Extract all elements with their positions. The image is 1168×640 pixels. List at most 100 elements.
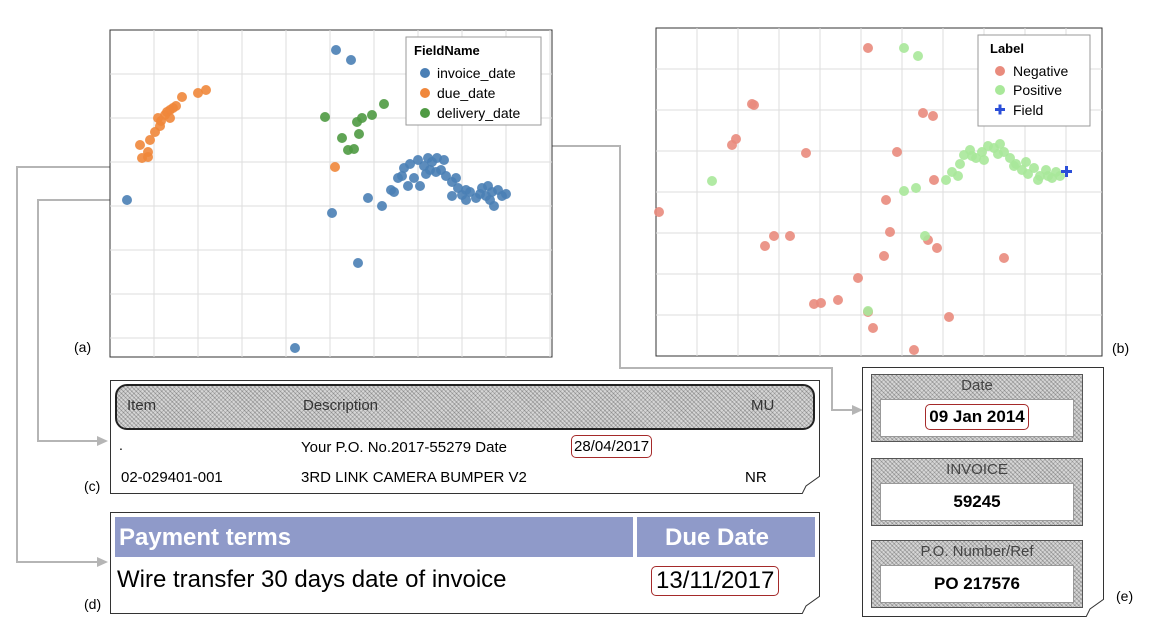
doc-e-po-block: P.O. Number/Ref PO 217576 [871, 540, 1083, 608]
doc-d-header-payment-terms: Payment terms [115, 517, 633, 557]
point-invoice-date [487, 187, 497, 197]
doc-c-header-item: Item [127, 397, 157, 414]
point-delivery-date [367, 110, 377, 120]
legend-marker-due [420, 88, 430, 98]
point-negative [885, 227, 895, 237]
point-due-date [193, 88, 203, 98]
point-invoice-date [461, 195, 471, 205]
point-positive [979, 155, 989, 165]
point-positive [1043, 171, 1053, 181]
point-negative [868, 323, 878, 333]
legend-marker-positive [995, 85, 1005, 95]
chart-a: FieldName invoice_date due_date delivery… [109, 29, 553, 358]
point-due-date [171, 101, 181, 111]
point-positive [920, 231, 930, 241]
chart-b-legend-title: Label [990, 41, 1024, 56]
doc-e-date-box: 09 Jan 2014 [880, 399, 1074, 437]
doc-e-date-block: Date 09 Jan 2014 [871, 374, 1083, 442]
point-invoice-date [425, 165, 435, 175]
doc-c-header: Item Description MU [115, 384, 815, 430]
point-negative [929, 175, 939, 185]
point-positive [953, 171, 963, 181]
point-positive [1021, 157, 1031, 167]
point-negative [999, 253, 1009, 263]
point-invoice-date [327, 208, 337, 218]
doc-e-invoice-value: 59245 [880, 483, 1074, 521]
point-positive [911, 183, 921, 193]
point-negative [833, 295, 843, 305]
doc-d-payment-text: Wire transfer 30 days date of invoice [117, 566, 507, 593]
point-negative [928, 111, 938, 121]
doc-c-header-mu: MU [751, 397, 775, 414]
point-due-date [330, 162, 340, 172]
point-negative [749, 100, 759, 110]
document-d: Payment terms Due Date Wire transfer 30 … [110, 512, 820, 614]
point-invoice-date [461, 185, 471, 195]
doc-d-due-date-highlight: 13/11/2017 [651, 566, 780, 596]
point-due-date [156, 116, 166, 126]
point-negative [918, 108, 928, 118]
point-positive [899, 43, 909, 53]
legend-marker-delivery [420, 108, 430, 118]
legend-label-negative: Negative [1013, 63, 1068, 79]
legend-label-due: due_date [437, 85, 496, 101]
legend-label-invoice: invoice_date [437, 65, 516, 81]
point-due-date [145, 135, 155, 145]
legend-label-delivery: delivery_date [437, 105, 520, 121]
panel-label-b: (b) [1112, 340, 1130, 356]
chart-b: Label Negative Positive Field [654, 27, 1103, 357]
point-due-date [177, 92, 187, 102]
point-negative [881, 195, 891, 205]
point-invoice-date [331, 45, 341, 55]
point-invoice-date [451, 173, 461, 183]
point-positive [1055, 171, 1065, 181]
point-invoice-date [290, 343, 300, 353]
point-negative [909, 345, 919, 355]
point-invoice-date [501, 189, 511, 199]
chart-b-legend: Label Negative Positive Field [977, 34, 1091, 127]
doc-c-row2-mu: NR [745, 469, 767, 486]
point-positive [913, 51, 923, 61]
point-negative [760, 241, 770, 251]
page-curl-icon [802, 476, 820, 494]
point-negative [727, 140, 737, 150]
doc-c-header-description: Description [303, 397, 379, 414]
doc-c-row1-description: Your P.O. No.2017-55279 Date [301, 439, 507, 456]
point-invoice-date [377, 201, 387, 211]
point-due-date [143, 152, 153, 162]
page-curl-icon [1086, 599, 1104, 617]
point-positive [1033, 175, 1043, 185]
panel-label-d: (d) [84, 596, 102, 612]
point-invoice-date [489, 201, 499, 211]
page-curl-icon [802, 596, 820, 614]
point-delivery-date [379, 99, 389, 109]
doc-e-date-label: Date [961, 377, 993, 394]
point-delivery-date [320, 112, 330, 122]
point-invoice-date [475, 189, 485, 199]
document-e: Date 09 Jan 2014 INVOICE 59245 P.O. Numb… [862, 367, 1104, 617]
point-due-date [201, 85, 211, 95]
legend-label-field: Field [1013, 102, 1043, 118]
doc-e-invoice-label: INVOICE [946, 461, 1008, 478]
point-positive [995, 139, 1005, 149]
point-negative [863, 43, 873, 53]
point-invoice-date [346, 55, 356, 65]
legend-label-positive: Positive [1013, 82, 1062, 98]
point-positive [993, 149, 1003, 159]
point-invoice-date [122, 195, 132, 205]
doc-e-po-label: P.O. Number/Ref [920, 543, 1034, 560]
panel-label-e: (e) [1116, 588, 1134, 604]
doc-c-row1-dot: . [119, 437, 123, 453]
point-delivery-date [349, 144, 359, 154]
point-invoice-date [389, 187, 399, 197]
point-negative [654, 207, 664, 217]
document-c: Item Description MU . Your P.O. No.2017-… [110, 380, 820, 494]
point-negative [879, 251, 889, 261]
point-field [1061, 166, 1072, 177]
point-delivery-date [354, 129, 364, 139]
point-positive [863, 306, 873, 316]
point-due-date [135, 140, 145, 150]
doc-d-header-payment-label: Payment terms [119, 524, 292, 551]
doc-c-row2-description: 3RD LINK CAMERA BUMPER V2 [301, 469, 527, 486]
